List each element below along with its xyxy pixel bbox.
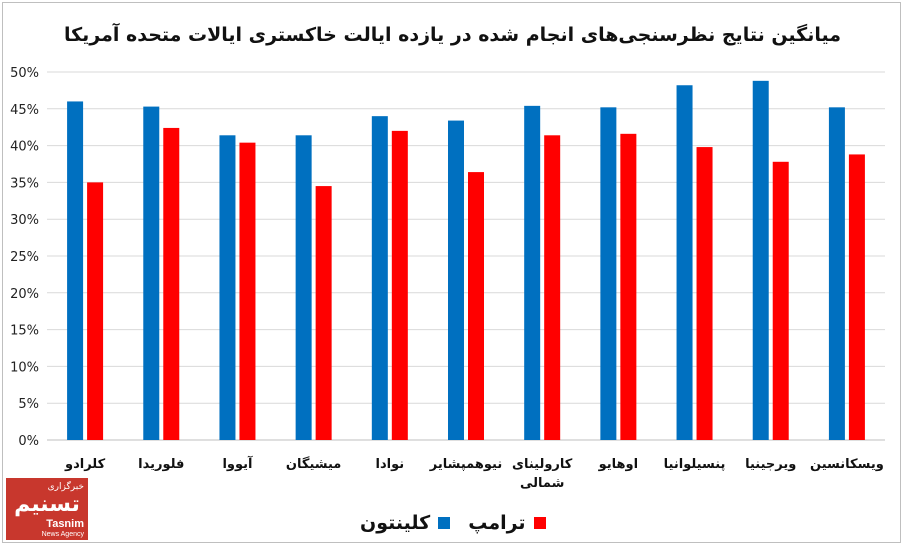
logo-subtitle: خبرگزاری xyxy=(47,482,84,492)
bar-trump xyxy=(468,172,484,440)
bar-trump xyxy=(239,142,256,440)
bar-trump xyxy=(848,154,865,440)
bar-clinton xyxy=(371,116,388,440)
legend-label-trump: ترامپ xyxy=(468,512,526,534)
logo-agency-en: News Agency xyxy=(41,531,84,538)
bar-clinton xyxy=(752,80,769,440)
y-tick-label: 45% xyxy=(10,103,39,118)
x-axis-labels: کلرادو فلوریدا آیووا میشیگان نوادا نیوهمپشایر… xyxy=(64,455,884,491)
x-tick-label: کلرادو xyxy=(64,457,106,472)
bar-clinton xyxy=(219,135,236,440)
x-tick-label: ویسکانسین xyxy=(810,457,884,472)
x-tick-label: فلوریدا xyxy=(138,457,184,472)
y-tick-label: 15% xyxy=(10,324,39,339)
bar-clinton xyxy=(448,120,464,441)
legend-label-clinton: کلینتون xyxy=(360,512,431,534)
bar-clinton xyxy=(524,105,541,440)
y-tick-label: 10% xyxy=(10,360,39,375)
bar-clinton xyxy=(143,106,160,440)
legend-swatch-clinton xyxy=(438,517,451,529)
x-tick-label: اوهایو xyxy=(598,457,638,472)
tasnim-logo: خبرگزاری تسنیم Tasnim News Agency xyxy=(6,478,88,540)
x-tick-label: میشیگان xyxy=(286,456,341,472)
y-tick-label: 30% xyxy=(10,213,39,228)
y-tick-label: 20% xyxy=(10,287,39,302)
bar-trump xyxy=(315,186,332,440)
bar-trump xyxy=(391,130,408,440)
logo-name-en: Tasnim xyxy=(46,518,84,530)
x-tick-label: نیوهمپشایر xyxy=(429,457,502,472)
bar-clinton xyxy=(295,135,312,440)
y-tick-label: 0% xyxy=(18,434,39,449)
logo-mark: تسنیم xyxy=(14,492,80,517)
x-tick-label: آیووا xyxy=(222,455,253,472)
y-tick-label: 35% xyxy=(10,176,39,191)
bar-clinton xyxy=(600,107,617,440)
x-tick-label: ویرجینیا xyxy=(745,457,796,472)
bar-trump xyxy=(163,127,180,440)
x-tick-label: کارولینای شمالی xyxy=(512,457,573,491)
legend-swatch-trump xyxy=(533,517,546,529)
bar-clinton xyxy=(828,107,845,440)
bar-trump xyxy=(772,161,789,441)
legend-item-trump: ترامپ xyxy=(468,512,546,534)
bars xyxy=(67,80,865,441)
x-tick-label: پنسیلوانیا xyxy=(664,457,726,472)
bar-clinton xyxy=(676,85,693,441)
x-tick-label: نوادا xyxy=(376,457,405,472)
y-tick-label: 25% xyxy=(10,250,39,265)
bar-trump xyxy=(544,135,561,440)
bar-trump xyxy=(87,182,104,440)
y-axis-ticks: 0% 5% 10% 15% 20% 25% 30% 35% 40% 45% 50% xyxy=(10,66,39,449)
y-tick-label: 5% xyxy=(18,397,39,412)
legend-item-clinton: کلینتون xyxy=(360,512,451,534)
gridlines xyxy=(47,71,885,441)
y-tick-label: 40% xyxy=(10,140,39,155)
bar-trump xyxy=(620,133,637,440)
legend: ترامپ کلینتون xyxy=(360,508,546,538)
chart-title: میانگین نتایج نظرسنجی‌های انجام شده در ی… xyxy=(63,24,842,46)
y-tick-label: 50% xyxy=(10,66,39,81)
bar-clinton xyxy=(67,101,84,440)
bar-trump xyxy=(696,147,713,440)
